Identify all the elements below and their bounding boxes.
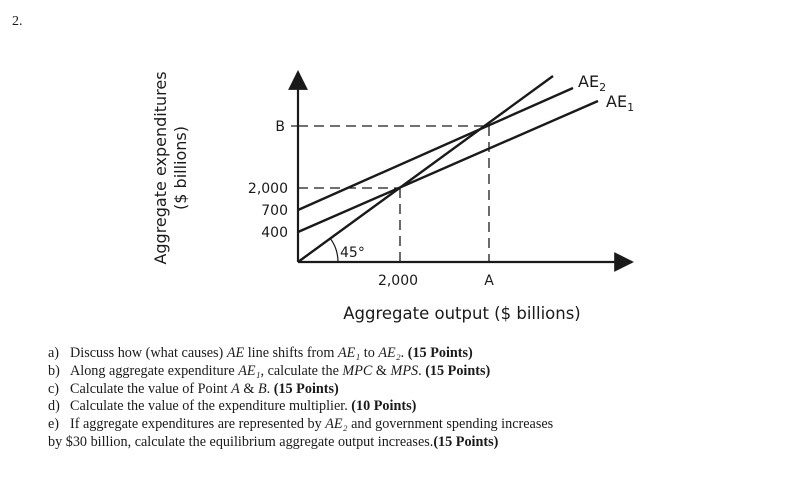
question-letter: e) <box>48 416 60 433</box>
question-continuation: by $30 billion, calculate the equilibriu… <box>48 434 768 452</box>
question-item: e) If aggregate expenditures are represen… <box>48 416 768 434</box>
question-text: Discuss how (what causes) <box>70 345 227 361</box>
italic-term: B <box>257 380 267 397</box>
italic-term: AE₁ <box>238 362 261 379</box>
question-item: a) Discuss how (what causes) AE line shif… <box>48 345 768 363</box>
points-label: (15 Points) <box>273 380 339 397</box>
forty-five-degree-line <box>297 75 554 263</box>
question-text: & <box>239 380 258 397</box>
angle-label: 45° <box>340 245 365 261</box>
question-text: Along aggregate expenditure <box>70 362 239 379</box>
y-tick-b: B <box>275 119 285 135</box>
question-text: by $30 billion, calculate the equilibriu… <box>48 433 434 450</box>
x-axis-label: Aggregate output ($ billions) <box>343 304 581 323</box>
x-tick-2000: 2,000 <box>378 273 418 289</box>
y-axis-label-line2: ($ billions) <box>171 126 190 210</box>
italic-term: AE₂ <box>378 345 401 361</box>
italic-term: A <box>231 380 240 397</box>
points-label: (15 Points) <box>425 362 491 379</box>
italic-term: AE₂ <box>325 416 348 433</box>
ae1-line <box>297 99 599 234</box>
question-text: to <box>360 345 379 361</box>
question-body: Calculate the value of Point A & B. (15 … <box>70 381 768 399</box>
question-text: line shifts from <box>244 345 338 361</box>
question-letter: d) <box>48 398 60 415</box>
question-text: and government spending increases <box>347 416 554 433</box>
question-item: b) Along aggregate expenditure AE₁, calcu… <box>48 363 768 381</box>
question-item: d) Calculate the value of the expenditure… <box>48 398 768 416</box>
question-body: If aggregate expenditures are represente… <box>70 416 768 434</box>
aggregate-expenditure-diagram: 45° B 2,000 700 400 2,000 A Aggregate ou… <box>151 70 634 323</box>
question-text: Calculate the value of Point <box>70 380 232 397</box>
question-text: & <box>372 362 391 379</box>
points-label: (15 Points) <box>407 345 473 361</box>
question-letter: b) <box>48 362 60 379</box>
question-number: 2. <box>12 14 23 29</box>
question-body: Calculate the value of the expenditure m… <box>70 398 768 416</box>
question-item: c) Calculate the value of Point A & B. (1… <box>48 381 768 399</box>
y-tick-2000: 2,000 <box>248 181 288 197</box>
italic-term: AE <box>226 345 245 361</box>
x-tick-a: A <box>484 273 494 289</box>
y-axis-label-line1: Aggregate expenditures <box>151 71 170 264</box>
points-label: (15 Points) <box>433 433 499 450</box>
italic-term: AE₁ <box>337 345 361 361</box>
question-text: , calculate the <box>260 362 343 379</box>
italic-term: MPS <box>390 362 419 379</box>
question-body: Discuss how (what causes) AE line shifts… <box>70 345 768 363</box>
question-text: . <box>400 345 408 361</box>
question-text: Calculate the value of the expenditure m… <box>70 398 352 415</box>
ae2-label: AE2 <box>578 72 606 94</box>
question-letter: c) <box>48 380 60 397</box>
y-tick-400: 400 <box>261 225 288 241</box>
question-text: If aggregate expenditures are represente… <box>70 416 326 433</box>
points-label: (10 Points) <box>351 398 417 415</box>
question-text: . <box>418 362 426 379</box>
ae1-label: AE1 <box>606 92 634 114</box>
question-text: . <box>266 380 274 397</box>
italic-term: MPC <box>342 362 373 379</box>
question-body: Along aggregate expenditure AE₁, calcula… <box>70 363 768 381</box>
question-list: a) Discuss how (what causes) AE line shif… <box>48 345 768 452</box>
ae2-line <box>297 86 574 212</box>
question-letter: a) <box>48 345 60 361</box>
angle-arc <box>329 237 339 263</box>
y-tick-700: 700 <box>261 203 288 219</box>
